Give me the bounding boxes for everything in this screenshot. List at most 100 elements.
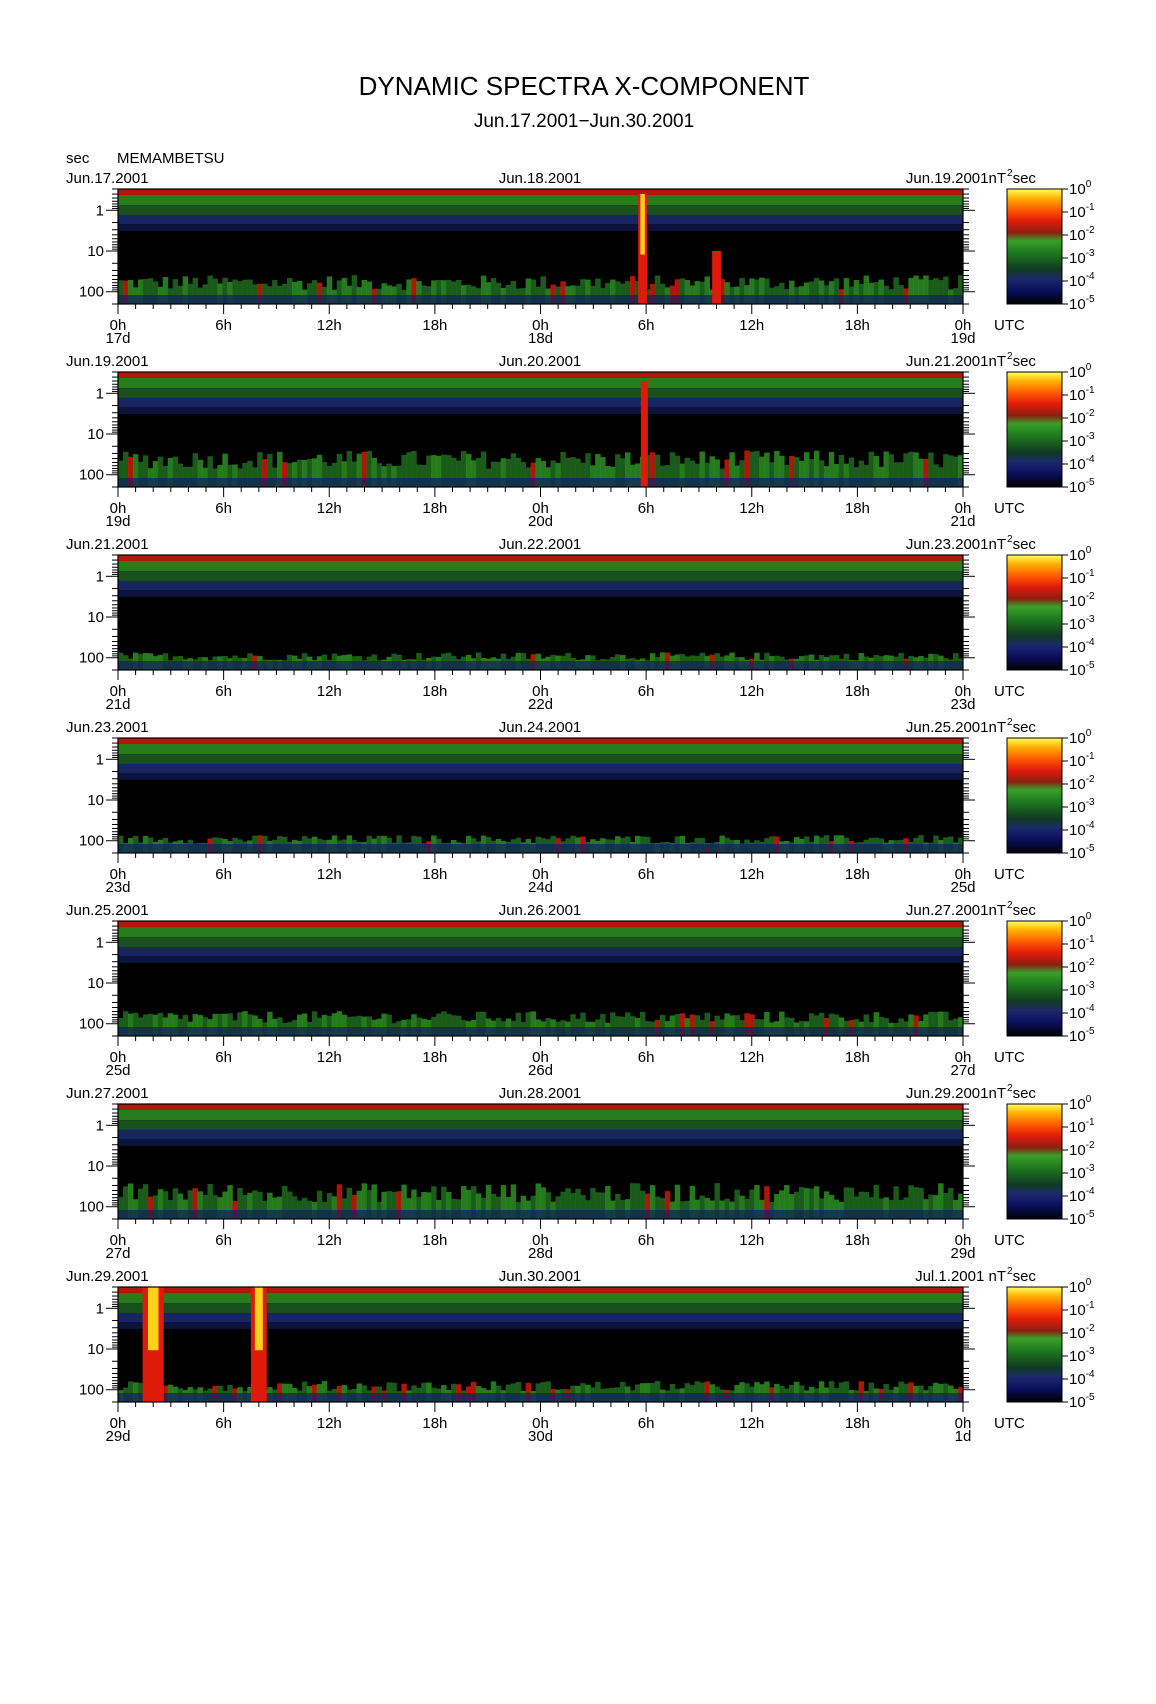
activity-column <box>908 1185 914 1219</box>
activity-column <box>177 463 184 487</box>
noise-band <box>118 1109 963 1121</box>
activity-column <box>381 466 387 487</box>
activity-column <box>739 1195 745 1219</box>
activity-column <box>659 1198 666 1219</box>
activity-column <box>714 459 720 487</box>
activity-column <box>600 457 606 487</box>
y-tick-label: 10 <box>87 426 104 443</box>
activity-column <box>823 466 830 487</box>
activity-column <box>639 1190 646 1219</box>
colorbar-tick-label: 10-4 <box>1069 820 1095 839</box>
activity-column <box>421 464 427 487</box>
activity-column <box>580 1012 586 1036</box>
x-tick-label: 0h <box>955 500 972 517</box>
activity-column <box>600 1192 606 1219</box>
activity-column <box>744 1013 750 1036</box>
y-tick-label: 10 <box>87 609 104 626</box>
activity-column <box>729 1015 735 1036</box>
activity-column <box>739 1382 745 1402</box>
x-tick-label: 18h <box>422 317 447 334</box>
x-tick-label: 0h <box>110 866 127 883</box>
colorbar-tick-label: 10-5 <box>1069 1026 1095 1045</box>
activity-column <box>863 464 870 487</box>
activity-column <box>431 1186 437 1219</box>
activity-column <box>451 457 457 487</box>
colorbar-tick-base: 10 <box>1069 593 1086 610</box>
activity-column <box>421 1382 427 1402</box>
colorbar-tick-label: 10-5 <box>1069 1209 1095 1228</box>
y-tick-label: 1 <box>96 1300 104 1317</box>
activity-column <box>287 278 293 304</box>
colorbar-tick-base: 10 <box>1069 753 1086 770</box>
activity-column <box>202 1017 208 1036</box>
panel-end-date: Jun.29.2001nT <box>906 1085 1006 1102</box>
activity-column <box>893 277 899 304</box>
activity-column <box>794 1381 800 1402</box>
activity-column <box>118 460 124 487</box>
activity-column <box>262 1200 268 1219</box>
colorbar-tick-label: 100 <box>1069 1277 1092 1296</box>
activity-column <box>242 1011 248 1036</box>
activity-column <box>958 275 964 304</box>
colorbar-tick-exponent: -4 <box>1086 820 1095 831</box>
activity-column <box>585 279 591 304</box>
x-tick-label: 6h <box>638 683 655 700</box>
activity-column <box>540 1382 546 1402</box>
colorbar-tick-label: 10-2 <box>1069 1140 1095 1159</box>
day-label: 1d <box>955 1428 972 1445</box>
activity-column <box>818 1381 825 1402</box>
activity-column <box>938 1011 944 1036</box>
activity-column <box>366 1016 372 1036</box>
colorbar-unit-suffix: sec <box>1013 902 1037 919</box>
noise-band <box>118 555 963 561</box>
time-zone-label: UTC <box>994 683 1025 700</box>
activity-column <box>525 467 532 487</box>
activity-column <box>242 279 248 304</box>
day-label: 29d <box>105 1428 130 1445</box>
activity-column <box>644 1193 651 1219</box>
colorbar-unit: 2sec <box>1007 1266 1036 1285</box>
activity-column <box>137 1383 144 1402</box>
colorbar-tick-exponent: -2 <box>1086 1323 1095 1334</box>
activity-column <box>122 451 129 487</box>
activity-column <box>739 278 745 304</box>
noise-band <box>118 1322 963 1329</box>
colorbar-tick-base: 10 <box>1069 1325 1086 1342</box>
colorbar-tick-exponent: -1 <box>1086 1300 1095 1311</box>
activity-column <box>326 1193 333 1219</box>
colorbar-tick-exponent: -3 <box>1086 431 1095 442</box>
activity-column <box>242 1195 248 1219</box>
colorbar-tick-base: 10 <box>1069 1028 1086 1045</box>
colorbar-tick-label: 100 <box>1069 1094 1092 1113</box>
activity-column <box>331 1013 338 1036</box>
y-tick-label: 100 <box>79 1016 104 1033</box>
noise-band <box>118 773 963 780</box>
colorbar-tick-label: 10-2 <box>1069 591 1095 610</box>
day-label: 28d <box>528 1245 553 1262</box>
activity-column <box>381 1191 387 1219</box>
activity-column <box>828 1381 835 1402</box>
activity-column <box>485 282 492 304</box>
activity-column <box>868 451 875 487</box>
activity-column <box>500 1185 507 1219</box>
activity-column <box>629 464 636 487</box>
activity-column <box>863 1014 870 1036</box>
activity-column <box>719 468 725 487</box>
panel-start-date: Jun.23.2001 <box>66 719 149 736</box>
spectrogram-panel: Jun.19.2001 Jun.20.2001 Jun.21.2001nT 2sec 1… <box>66 351 1095 530</box>
activity-column <box>460 451 467 487</box>
activity-column <box>321 1015 328 1036</box>
colorbar-tick-label: 10-4 <box>1069 1369 1095 1388</box>
activity-column <box>177 285 184 304</box>
colorbar-tick-exponent: -1 <box>1086 751 1095 762</box>
day-label: 27d <box>950 1062 975 1079</box>
activity-column <box>376 463 382 487</box>
noise-band <box>118 189 963 195</box>
activity-column <box>724 282 730 304</box>
activity-column <box>152 281 159 304</box>
activity-column <box>789 1017 795 1036</box>
colorbar-tick-exponent: -2 <box>1086 225 1095 236</box>
time-zone-label: UTC <box>994 1232 1025 1249</box>
activity-column <box>779 1190 785 1219</box>
activity-column <box>267 1011 273 1036</box>
